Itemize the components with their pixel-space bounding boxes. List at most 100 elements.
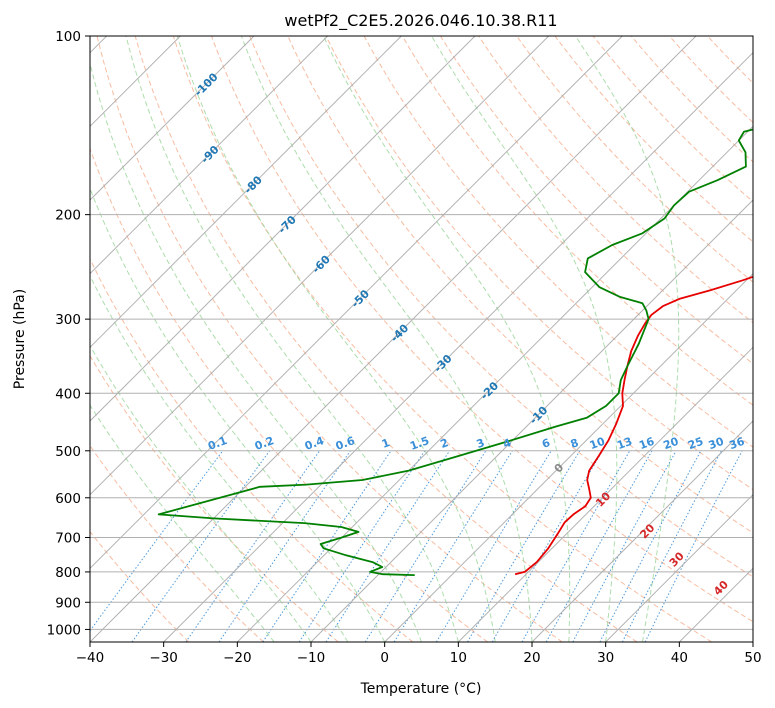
mixing-ratio-line	[218, 450, 351, 642]
x-tick-label: 30	[597, 650, 614, 666]
x-tick-label: 50	[744, 650, 761, 666]
mixing-ratio-line	[325, 450, 451, 642]
mixing-ratio-line	[185, 450, 321, 642]
mixing-ratio-line	[298, 450, 426, 642]
background-lines	[90, 36, 753, 642]
chart-title: wetPf2_C2E5.2026.046.10.38.R11	[284, 11, 557, 31]
mixing-ratio-label: 13	[615, 435, 634, 452]
dry-adiabat	[325, 36, 753, 491]
isotherm	[384, 272, 753, 642]
isotherm	[531, 420, 753, 642]
mixing-ratio-line	[364, 450, 487, 642]
y-tick-label: 600	[55, 491, 81, 507]
dry-adiabat	[96, 36, 563, 642]
mixing-ratio-line	[621, 450, 722, 642]
isotherm	[163, 51, 753, 642]
mixing-ratio-label: 0.1	[206, 434, 229, 453]
mixing-ratio-label: 2	[439, 436, 451, 451]
x-tick-label: 20	[523, 650, 540, 666]
mixing-ratio-label: 25	[686, 435, 705, 452]
mixing-ratio-label: 20	[662, 435, 681, 453]
mixing-ratio-label: 4	[501, 436, 513, 451]
mixing-ratio-label: 8	[569, 436, 581, 451]
dry-adiabat	[249, 36, 753, 578]
moist-adiabat	[125, 36, 459, 642]
isotherm	[90, 36, 623, 570]
isotherm	[752, 641, 753, 642]
isotherm	[90, 36, 476, 422]
isotherm	[605, 493, 753, 642]
moist-adiabat	[575, 36, 680, 642]
dry-adiabat	[134, 36, 638, 642]
plot-background	[90, 36, 753, 642]
mixing-ratio-line	[572, 450, 677, 642]
y-tick-label: 1000	[47, 622, 81, 638]
dry-adiabat	[211, 36, 753, 623]
mixing-ratio-label: 6	[540, 436, 552, 451]
isotherm	[90, 36, 402, 349]
y-axis-label: Pressure (hPa)	[12, 289, 28, 389]
dry-adiabat	[90, 444, 264, 642]
mixing-ratio-label: 0.2	[253, 434, 276, 453]
mixing-ratio-line	[644, 450, 743, 642]
mixing-ratio-label: 10	[588, 435, 607, 453]
mixing-ratio-line	[521, 450, 631, 642]
mixing-ratio-label: 30	[707, 435, 726, 453]
y-tick-label: 500	[55, 444, 81, 460]
mixing-ratio-line	[90, 450, 224, 632]
x-axis-label: Temperature (°C)	[360, 681, 482, 697]
dry-adiabat	[439, 36, 753, 365]
x-tick-label: 10	[450, 650, 467, 666]
y-tick-label: 400	[55, 386, 81, 402]
moist-adiabat	[323, 36, 571, 642]
y-tick-label: 200	[55, 208, 81, 224]
isotherm	[310, 199, 753, 642]
mixing-ratio-line	[435, 450, 552, 642]
x-tick-label: −30	[149, 650, 178, 666]
temperature-profile-line	[514, 275, 753, 576]
isotherm	[90, 36, 255, 201]
y-tick-label: 100	[55, 29, 81, 45]
isotherm	[90, 36, 697, 642]
mixing-ratio-line	[545, 450, 653, 642]
y-tick-label: 900	[55, 595, 81, 611]
dry-adiabat	[90, 530, 190, 642]
mixing-ratio-label: 0.6	[334, 434, 357, 453]
y-tick-label: 300	[55, 312, 81, 328]
moist-adiabat	[90, 187, 386, 642]
mixing-ratio-label: 3	[475, 436, 487, 451]
isotherm	[236, 125, 753, 642]
mixing-ratio-label: 1	[380, 436, 392, 451]
moist-adiabat	[90, 274, 349, 642]
dry-adiabat	[401, 36, 753, 406]
dewpoint-profile-line	[157, 128, 753, 576]
dry-adiabat	[90, 354, 339, 642]
axes: −40 −30 −20 −10 0 10 20 30 40 5010020030040050060…	[47, 29, 762, 666]
mixing-ratio-line	[393, 450, 513, 642]
x-tick-label: −10	[297, 650, 326, 666]
profile-lines	[157, 128, 753, 576]
mixing-ratio-label: 1.5	[408, 434, 431, 453]
mixing-ratio-label: 16	[637, 435, 656, 453]
moist-adiabat	[240, 36, 533, 642]
isotherm	[457, 346, 753, 642]
moist-adiabat	[90, 404, 275, 642]
dry-adiabat	[172, 36, 712, 642]
x-tick-label: 40	[671, 650, 688, 666]
isotherm	[90, 36, 550, 496]
x-tick-label: −20	[223, 650, 252, 666]
mixing-ratio-line	[262, 450, 392, 642]
mixing-ratio-label: 0.4	[303, 434, 326, 453]
dry-adiabat	[516, 36, 753, 283]
dry-adiabat	[90, 147, 488, 642]
y-tick-label: 800	[55, 565, 81, 581]
mixing-ratio-label: 36	[727, 435, 746, 453]
moist-adiabat	[431, 36, 618, 642]
y-tick-label: 700	[55, 531, 81, 547]
isotherm	[90, 36, 329, 275]
mixing-ratio-line	[599, 450, 702, 642]
x-tick-label: 0	[380, 650, 389, 666]
moist-adiabat	[90, 61, 422, 642]
moist-adiabat	[176, 36, 496, 642]
